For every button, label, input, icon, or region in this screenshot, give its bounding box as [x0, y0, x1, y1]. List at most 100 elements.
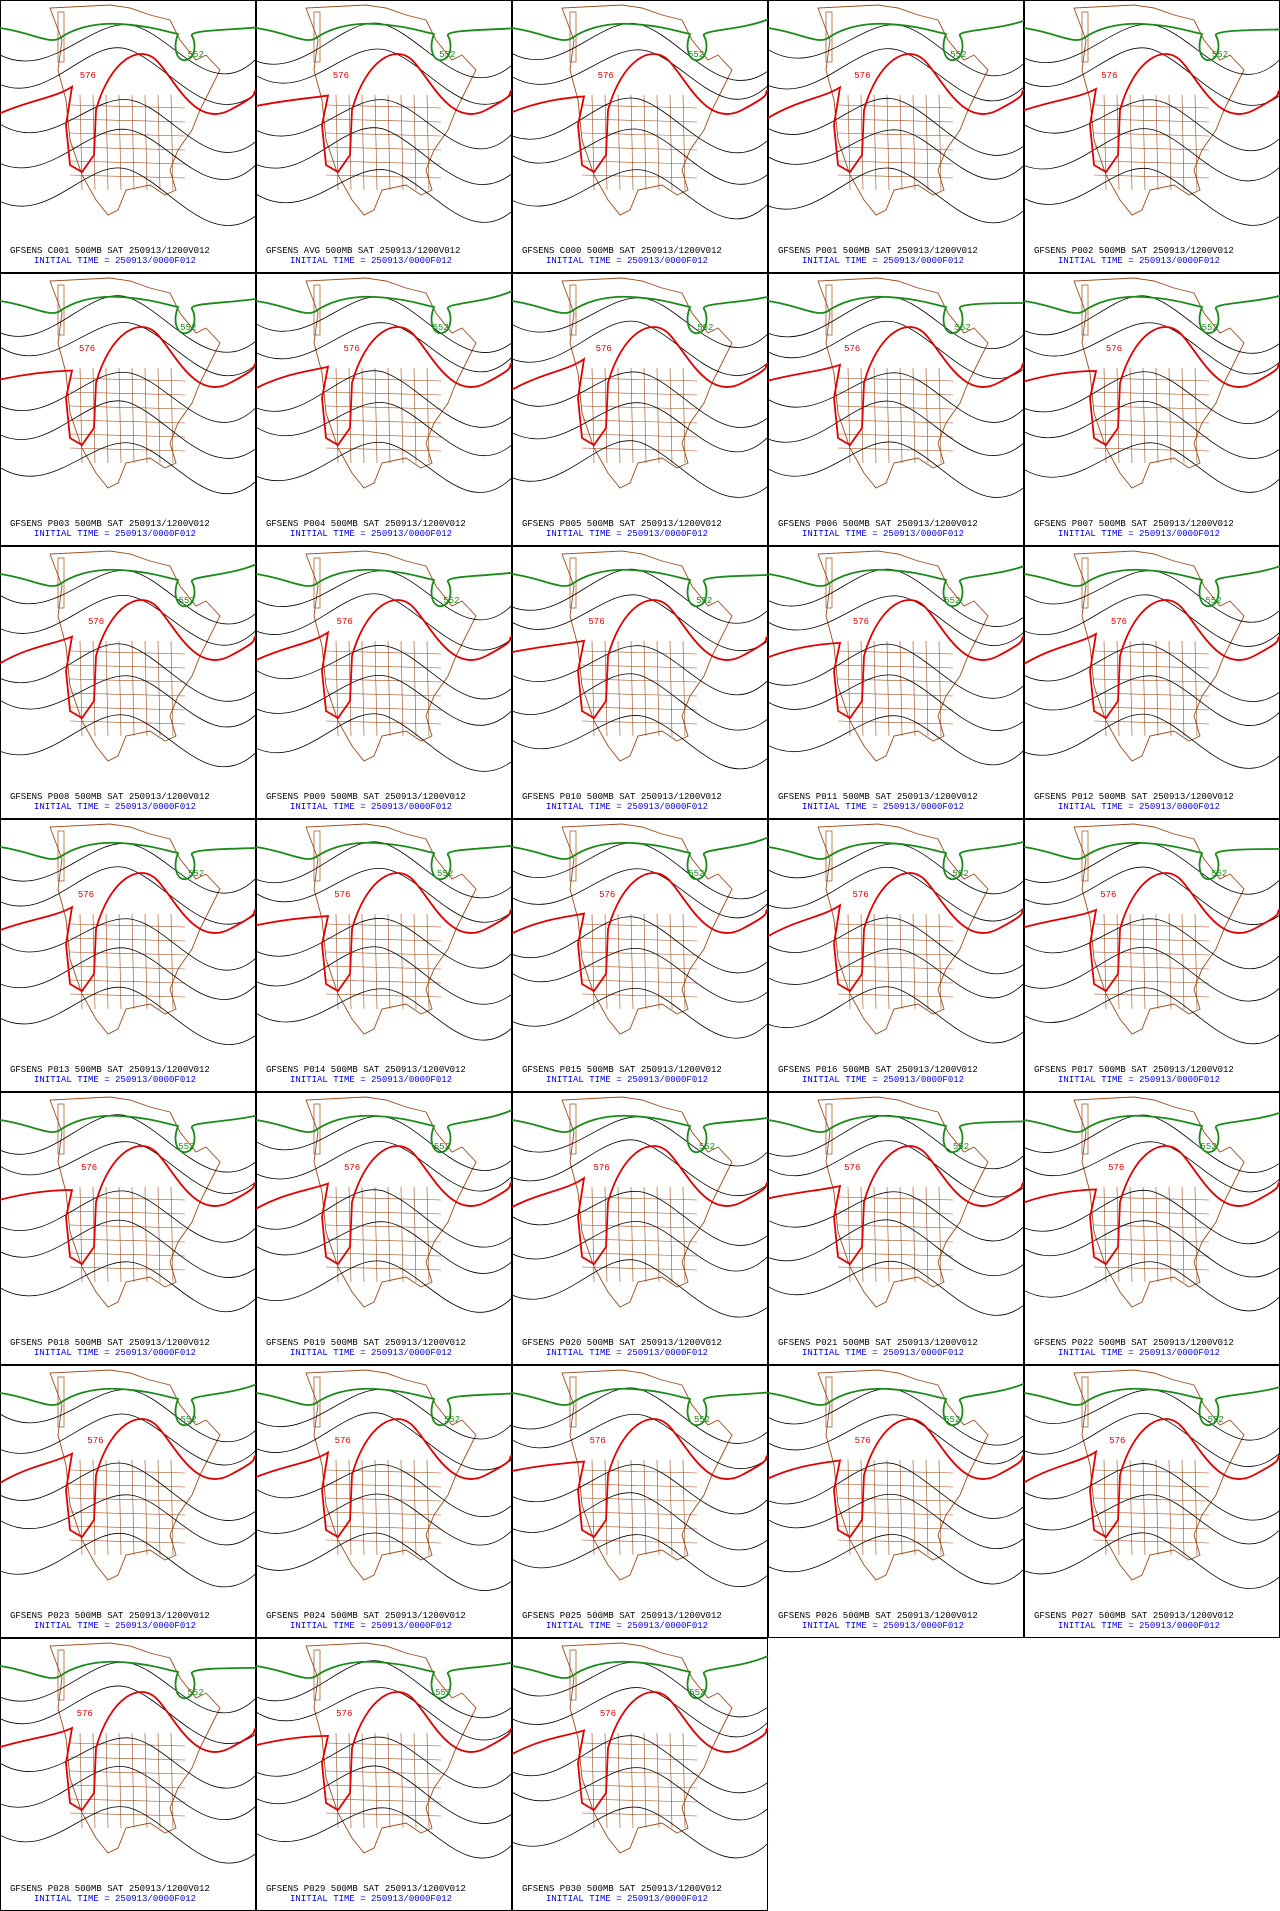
- island: [313, 284, 321, 336]
- coastline: [49, 1642, 221, 1854]
- contour-line: [0, 986, 257, 1045]
- coastline: [817, 1096, 989, 1308]
- contour-line: [767, 1462, 1025, 1519]
- contour-576: [0, 326, 257, 447]
- state-line: [656, 1732, 660, 1829]
- state-line: [1093, 951, 1210, 956]
- state-line: [79, 640, 83, 737]
- panel-init-time: INITIAL TIME = 250913/0000F012: [34, 1348, 196, 1358]
- contour-line: [255, 1464, 513, 1518]
- contour-line: [0, 322, 257, 377]
- contour-552: [767, 295, 1025, 335]
- contour-line: [255, 441, 513, 493]
- contour-line: [767, 167, 1025, 224]
- contour-576: [0, 1145, 257, 1266]
- coastline: [561, 277, 733, 489]
- contour-label: 552: [188, 50, 204, 60]
- state-line: [837, 720, 954, 725]
- contour-line: [255, 402, 513, 457]
- state-line: [1168, 1186, 1172, 1283]
- state-line: [925, 367, 929, 464]
- contour-line: [511, 715, 769, 770]
- island: [313, 830, 321, 882]
- state-line: [837, 419, 954, 424]
- contour-label: 552: [688, 869, 704, 879]
- state-line: [630, 1186, 634, 1283]
- state-line: [938, 913, 942, 1010]
- contour-line: [0, 675, 257, 728]
- contour-552: [767, 1114, 1025, 1154]
- contour-label: 552: [1211, 869, 1227, 879]
- contour-line: [255, 713, 513, 772]
- contour-line: [767, 866, 1025, 922]
- island: [569, 1103, 577, 1155]
- map-panel: 552 576 GFSENS P022 500MB SAT 250913/1200V…: [1023, 1092, 1280, 1365]
- state-line: [387, 1186, 391, 1283]
- state-line: [1103, 640, 1107, 737]
- panel-border: [512, 819, 768, 1092]
- state-line: [581, 1210, 698, 1215]
- contour-line: [255, 645, 513, 700]
- state-line: [1093, 923, 1210, 928]
- state-line: [873, 1459, 877, 1556]
- state-line: [325, 1812, 442, 1817]
- island: [57, 1649, 65, 1701]
- contour-576: [255, 53, 513, 174]
- contour-552: [255, 22, 513, 62]
- island: [57, 11, 65, 63]
- state-line: [325, 993, 442, 998]
- state-line: [682, 913, 686, 1010]
- panel-init-time: INITIAL TIME = 250913/0000F012: [802, 1075, 964, 1085]
- state-line: [617, 640, 621, 737]
- state-line: [837, 664, 954, 669]
- state-line: [1129, 1459, 1133, 1556]
- contour-label: 552: [1202, 323, 1218, 333]
- state-line: [144, 640, 148, 737]
- panel-init-time: INITIAL TIME = 250913/0000F012: [802, 256, 964, 266]
- state-line: [400, 367, 404, 464]
- state-line: [899, 1459, 903, 1556]
- state-line: [581, 447, 698, 452]
- contour-line: [1023, 1261, 1280, 1312]
- state-line: [630, 640, 634, 737]
- contour-552: [255, 1109, 513, 1154]
- state-line: [1093, 1511, 1210, 1516]
- panel-border: [256, 273, 512, 546]
- contour-label: 576: [599, 890, 615, 900]
- map-panel: 552 576 GFSENS P001 500MB SAT 250913/1200V…: [767, 0, 1025, 273]
- contour-line: [1023, 99, 1280, 152]
- state-line: [131, 1732, 135, 1829]
- contour-label: 552: [694, 1415, 710, 1425]
- state-line: [938, 94, 942, 191]
- coastline: [1073, 277, 1245, 489]
- state-line: [617, 1732, 621, 1829]
- panel-border: [0, 1638, 256, 1911]
- panel-title: GFSENS P027 500MB SAT 250913/1200V012: [1034, 1611, 1234, 1621]
- state-line: [938, 367, 942, 464]
- map-panel: 552 576 GFSENS P012 500MB SAT 250913/1200V…: [1023, 546, 1280, 819]
- contour-line: [511, 1492, 769, 1551]
- state-line: [1093, 1266, 1210, 1271]
- state-line: [69, 650, 186, 655]
- state-line: [630, 367, 634, 464]
- state-line: [105, 1732, 109, 1829]
- island: [57, 1376, 65, 1428]
- state-line: [374, 94, 378, 191]
- contour-line: [0, 167, 257, 226]
- panel-title: GFSENS P012 500MB SAT 250913/1200V012: [1034, 792, 1234, 802]
- state-line: [912, 640, 916, 737]
- state-line: [1181, 913, 1185, 1010]
- state-line: [335, 913, 339, 1010]
- state-line: [912, 1186, 916, 1283]
- panel-title: GFSENS P028 500MB SAT 250913/1200V012: [10, 1884, 210, 1894]
- state-line: [374, 640, 378, 737]
- state-line: [325, 1511, 442, 1516]
- contour-576: [511, 599, 769, 720]
- state-line: [886, 640, 890, 737]
- state-line: [1093, 174, 1210, 179]
- state-line: [325, 1770, 442, 1775]
- state-line: [144, 94, 148, 191]
- state-line: [581, 664, 698, 669]
- panel-title: GFSENS P016 500MB SAT 250913/1200V012: [778, 1065, 978, 1075]
- state-line: [837, 1266, 954, 1271]
